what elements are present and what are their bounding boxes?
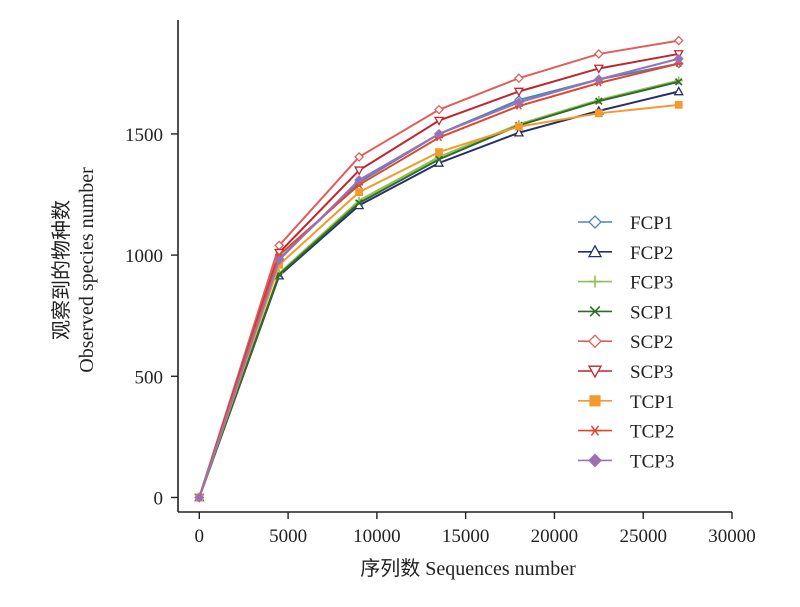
data-point-marker: [513, 87, 525, 97]
x-tick-label: 30000: [708, 526, 756, 547]
legend-label: TCP3: [630, 451, 674, 472]
legend-item-tcp3: TCP3: [578, 451, 674, 472]
series-tcp3: [194, 53, 684, 503]
legend-label: SCP3: [630, 362, 673, 383]
x-tick-label: 25000: [619, 526, 667, 547]
y-tick-label: 1500: [125, 125, 163, 146]
ticks: 0 5000 10000 15000 20000 25000 30000 0 500 1000 15…: [125, 125, 756, 547]
legend-item-tcp2: TCP2: [578, 422, 674, 443]
data-point-marker: [589, 425, 601, 436]
legend-label: SCP1: [630, 302, 673, 323]
data-point-marker: [513, 127, 525, 137]
data-point-marker: [587, 244, 603, 258]
x-tick-label: 5000: [269, 526, 307, 547]
y-tick-label: 500: [135, 367, 164, 388]
legend-item-fcp1: FCP1: [578, 213, 673, 234]
data-point-marker: [514, 73, 524, 84]
legend: FCP1 FCP2 FCP3 SCP1 SCP2 SCP3 TCP1 TCP2 TCP3: [578, 213, 674, 472]
data-point-marker: [354, 175, 365, 185]
data-point-marker: [515, 122, 523, 131]
legend-item-scp2: SCP2: [578, 332, 673, 353]
legend-label: FCP1: [630, 213, 673, 234]
data-point-marker: [354, 152, 365, 162]
series-line: [198, 62, 679, 498]
x-tick-label: 15000: [442, 526, 490, 547]
data-point-marker: [593, 64, 604, 74]
data-point-marker: [593, 49, 604, 59]
legend-label: FCP3: [630, 273, 673, 294]
data-point-marker: [434, 128, 444, 139]
data-point-marker: [593, 74, 604, 85]
data-point-marker: [674, 76, 683, 85]
legend-item-fcp2: FCP2: [578, 243, 673, 264]
data-point-marker: [588, 215, 602, 229]
series-lines: [194, 35, 684, 503]
data-point-marker: [594, 109, 603, 118]
legend-label: TCP1: [630, 392, 674, 413]
series-scp2: [194, 35, 684, 503]
data-point-marker: [194, 492, 205, 503]
x-tick-label: 0: [195, 526, 205, 547]
data-point-marker: [355, 188, 364, 196]
data-point-marker: [435, 155, 443, 164]
data-point-marker: [587, 365, 603, 379]
data-point-marker: [434, 104, 444, 115]
data-point-marker: [589, 275, 601, 288]
y-tick-label: 0: [154, 488, 164, 509]
y-tick-label: 1000: [125, 246, 163, 267]
x-tick-label: 20000: [531, 526, 579, 547]
legend-item-scp3: SCP3: [578, 362, 673, 383]
data-point-marker: [588, 453, 602, 468]
data-point-marker: [274, 255, 285, 265]
x-axis-title: 序列数 Sequences number: [360, 557, 576, 580]
legend-item-scp1: SCP1: [578, 302, 673, 323]
legend-item-fcp3: FCP3: [578, 273, 673, 294]
data-point-marker: [673, 35, 684, 46]
data-point-marker: [673, 86, 684, 96]
series-scp3: [194, 50, 684, 503]
data-point-marker: [433, 157, 445, 167]
data-point-marker: [589, 395, 601, 407]
y-axis-title-chinese: 观察到的物种数: [50, 200, 73, 340]
data-point-marker: [355, 199, 363, 207]
x-tick-label: 10000: [353, 526, 401, 547]
data-point-marker: [673, 53, 684, 64]
data-point-marker: [514, 97, 524, 108]
y-axis-title-english: Observed species number: [76, 167, 98, 373]
axes: [177, 20, 732, 513]
data-point-marker: [674, 100, 683, 109]
data-point-marker: [589, 306, 601, 317]
legend-label: TCP2: [630, 422, 674, 443]
legend-label: FCP2: [630, 243, 673, 264]
legend-label: SCP2: [630, 332, 673, 353]
data-point-marker: [674, 78, 683, 86]
data-point-marker: [588, 334, 602, 349]
data-point-marker: [433, 116, 445, 126]
data-point-marker: [354, 166, 365, 176]
y-axis-title: 观察到的物种数 Observed species number: [50, 167, 98, 373]
data-point-marker: [435, 148, 443, 156]
legend-item-tcp1: TCP1: [578, 392, 674, 413]
data-point-marker: [595, 97, 603, 105]
